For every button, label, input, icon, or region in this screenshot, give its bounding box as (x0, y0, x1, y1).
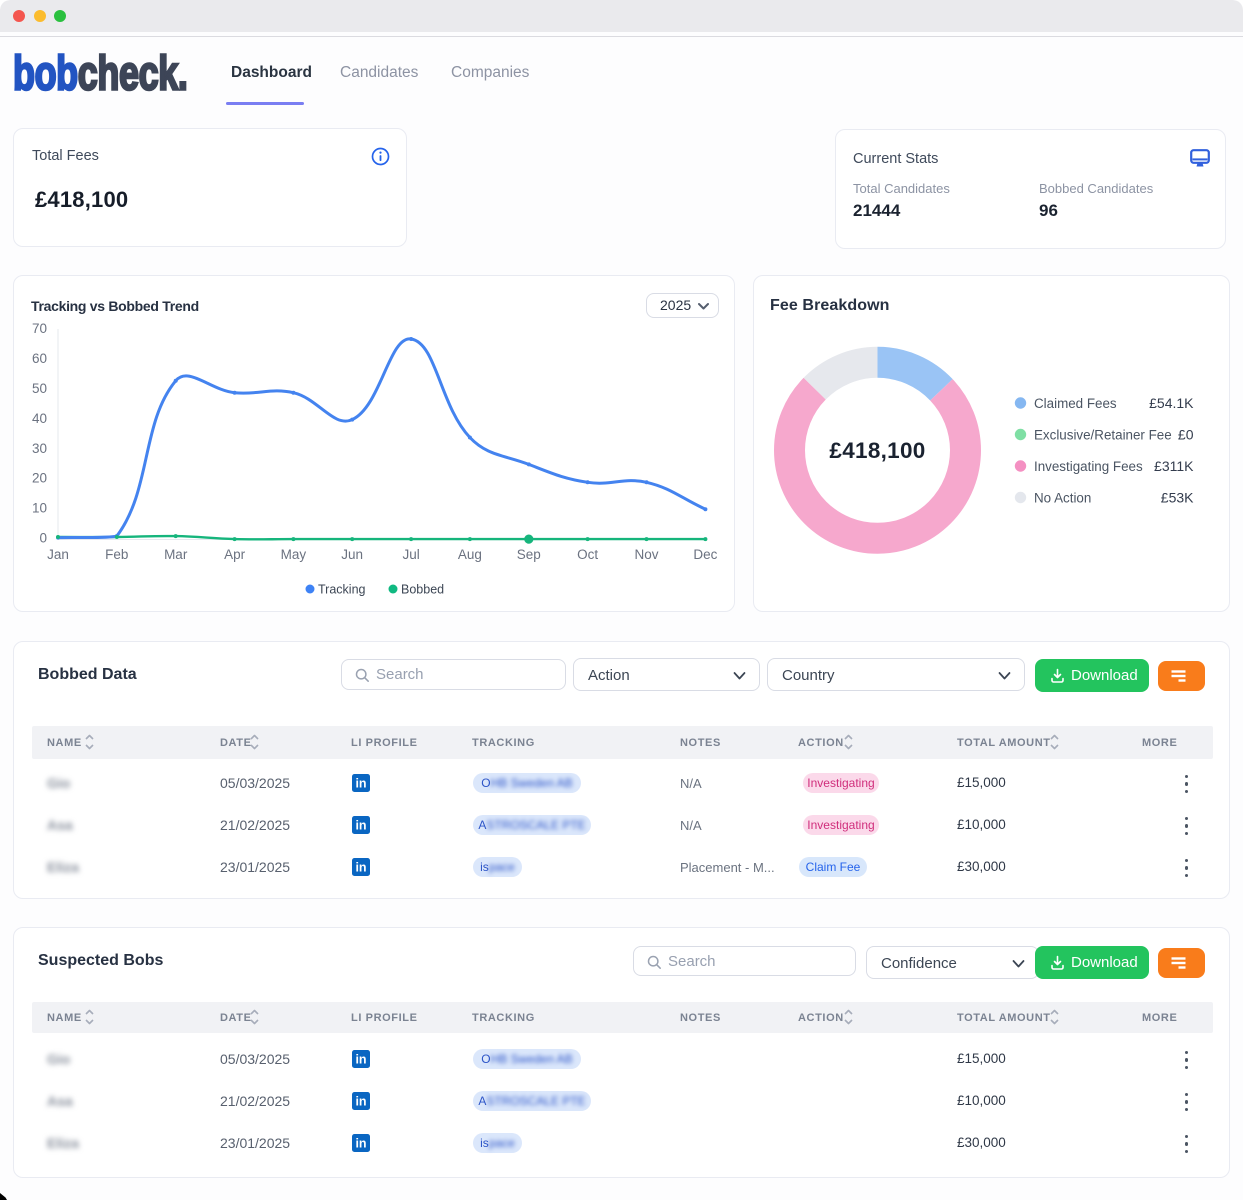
svg-text:in: in (355, 1053, 366, 1067)
svg-text:£311K: £311K (1154, 458, 1194, 474)
svg-text:Aug: Aug (458, 547, 482, 562)
svg-text:in: in (355, 1137, 366, 1151)
svg-text:Tracking: Tracking (318, 583, 366, 597)
svg-text:Mar: Mar (164, 547, 188, 562)
svg-text:Nov: Nov (634, 547, 658, 562)
svg-text:Investigating Fees: Investigating Fees (1034, 459, 1143, 474)
svg-text:70: 70 (32, 321, 47, 336)
svg-text:£418,100: £418,100 (829, 438, 925, 463)
svg-text:Claimed Fees: Claimed Fees (1034, 396, 1117, 411)
svg-text:in: in (355, 819, 366, 833)
svg-text:Jun: Jun (341, 547, 363, 562)
svg-text:Jul: Jul (402, 547, 419, 562)
svg-text:Exclusive/Retainer Fee: Exclusive/Retainer Fee (1034, 428, 1172, 443)
svg-text:0: 0 (39, 531, 47, 546)
svg-text:£53K: £53K (1161, 490, 1194, 506)
svg-text:60: 60 (32, 351, 47, 366)
svg-text:in: in (355, 1095, 366, 1109)
svg-text:Oct: Oct (577, 547, 598, 562)
svg-text:Apr: Apr (224, 547, 246, 562)
svg-text:Bobbed: Bobbed (401, 583, 444, 597)
svg-text:10: 10 (32, 501, 47, 516)
svg-text:Dec: Dec (693, 547, 717, 562)
svg-text:50: 50 (32, 381, 47, 396)
svg-text:Sep: Sep (517, 547, 541, 562)
svg-text:in: in (355, 861, 366, 875)
svg-text:May: May (281, 547, 307, 562)
svg-text:in: in (355, 777, 366, 791)
svg-text:£0: £0 (1178, 427, 1194, 443)
svg-text:30: 30 (32, 441, 47, 456)
svg-text:£54.1K: £54.1K (1149, 395, 1194, 411)
svg-text:No Action: No Action (1034, 491, 1091, 506)
svg-text:20: 20 (32, 471, 47, 486)
svg-text:Jan: Jan (47, 547, 69, 562)
svg-text:40: 40 (32, 411, 47, 426)
svg-text:Feb: Feb (105, 547, 128, 562)
